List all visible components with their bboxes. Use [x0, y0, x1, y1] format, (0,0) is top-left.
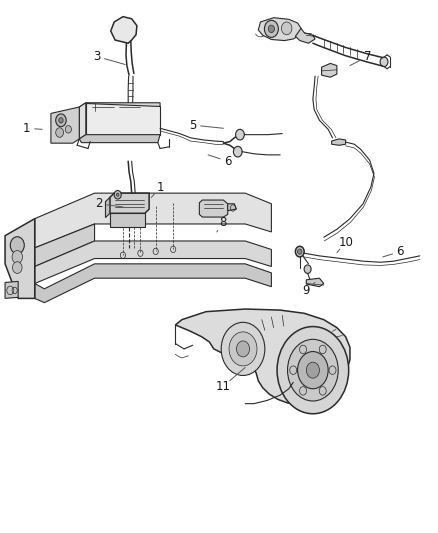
- Text: 8: 8: [219, 216, 226, 229]
- Text: 7: 7: [364, 50, 371, 63]
- Polygon shape: [79, 103, 160, 111]
- Circle shape: [117, 193, 119, 196]
- Circle shape: [11, 237, 24, 254]
- Circle shape: [297, 249, 302, 254]
- Polygon shape: [321, 63, 337, 77]
- Polygon shape: [35, 264, 272, 303]
- Circle shape: [233, 147, 242, 157]
- Polygon shape: [79, 103, 86, 139]
- Circle shape: [237, 341, 250, 357]
- Polygon shape: [228, 204, 237, 211]
- Circle shape: [304, 265, 311, 273]
- Polygon shape: [295, 28, 315, 43]
- Circle shape: [65, 126, 71, 133]
- Circle shape: [12, 251, 22, 263]
- Polygon shape: [110, 213, 145, 227]
- Text: 6: 6: [396, 245, 404, 258]
- Polygon shape: [35, 224, 95, 266]
- Text: 9: 9: [303, 284, 310, 297]
- Circle shape: [295, 246, 304, 257]
- Polygon shape: [79, 135, 160, 143]
- Circle shape: [282, 22, 292, 35]
- Circle shape: [236, 130, 244, 140]
- Text: 1: 1: [156, 181, 164, 195]
- Polygon shape: [111, 17, 137, 43]
- Polygon shape: [332, 139, 346, 146]
- Circle shape: [265, 20, 279, 37]
- Ellipse shape: [380, 57, 388, 67]
- Text: 2: 2: [95, 197, 102, 211]
- Text: 1: 1: [23, 122, 31, 135]
- Circle shape: [12, 262, 22, 273]
- Circle shape: [59, 118, 63, 123]
- Circle shape: [329, 366, 336, 374]
- Circle shape: [319, 386, 326, 395]
- Circle shape: [290, 366, 297, 374]
- Polygon shape: [5, 219, 35, 298]
- Circle shape: [300, 386, 307, 395]
- Polygon shape: [199, 200, 228, 217]
- Circle shape: [56, 128, 64, 138]
- Polygon shape: [51, 107, 79, 143]
- Text: 10: 10: [338, 236, 353, 249]
- Text: 6: 6: [224, 155, 231, 168]
- Polygon shape: [106, 197, 110, 217]
- Polygon shape: [35, 193, 272, 248]
- Polygon shape: [86, 103, 160, 135]
- Circle shape: [268, 25, 275, 33]
- Polygon shape: [306, 278, 324, 287]
- Circle shape: [229, 332, 257, 366]
- Circle shape: [221, 322, 265, 375]
- Circle shape: [56, 114, 66, 127]
- Polygon shape: [5, 281, 18, 298]
- Polygon shape: [258, 18, 301, 41]
- Circle shape: [297, 352, 328, 389]
- Circle shape: [306, 362, 319, 378]
- Text: 5: 5: [189, 118, 197, 132]
- Polygon shape: [110, 193, 149, 213]
- Text: 3: 3: [93, 50, 100, 63]
- Polygon shape: [175, 309, 350, 403]
- Circle shape: [114, 190, 121, 199]
- Text: 11: 11: [216, 379, 231, 393]
- Circle shape: [300, 345, 307, 354]
- Circle shape: [288, 340, 338, 401]
- Circle shape: [319, 345, 326, 354]
- Circle shape: [277, 327, 349, 414]
- Polygon shape: [35, 241, 272, 284]
